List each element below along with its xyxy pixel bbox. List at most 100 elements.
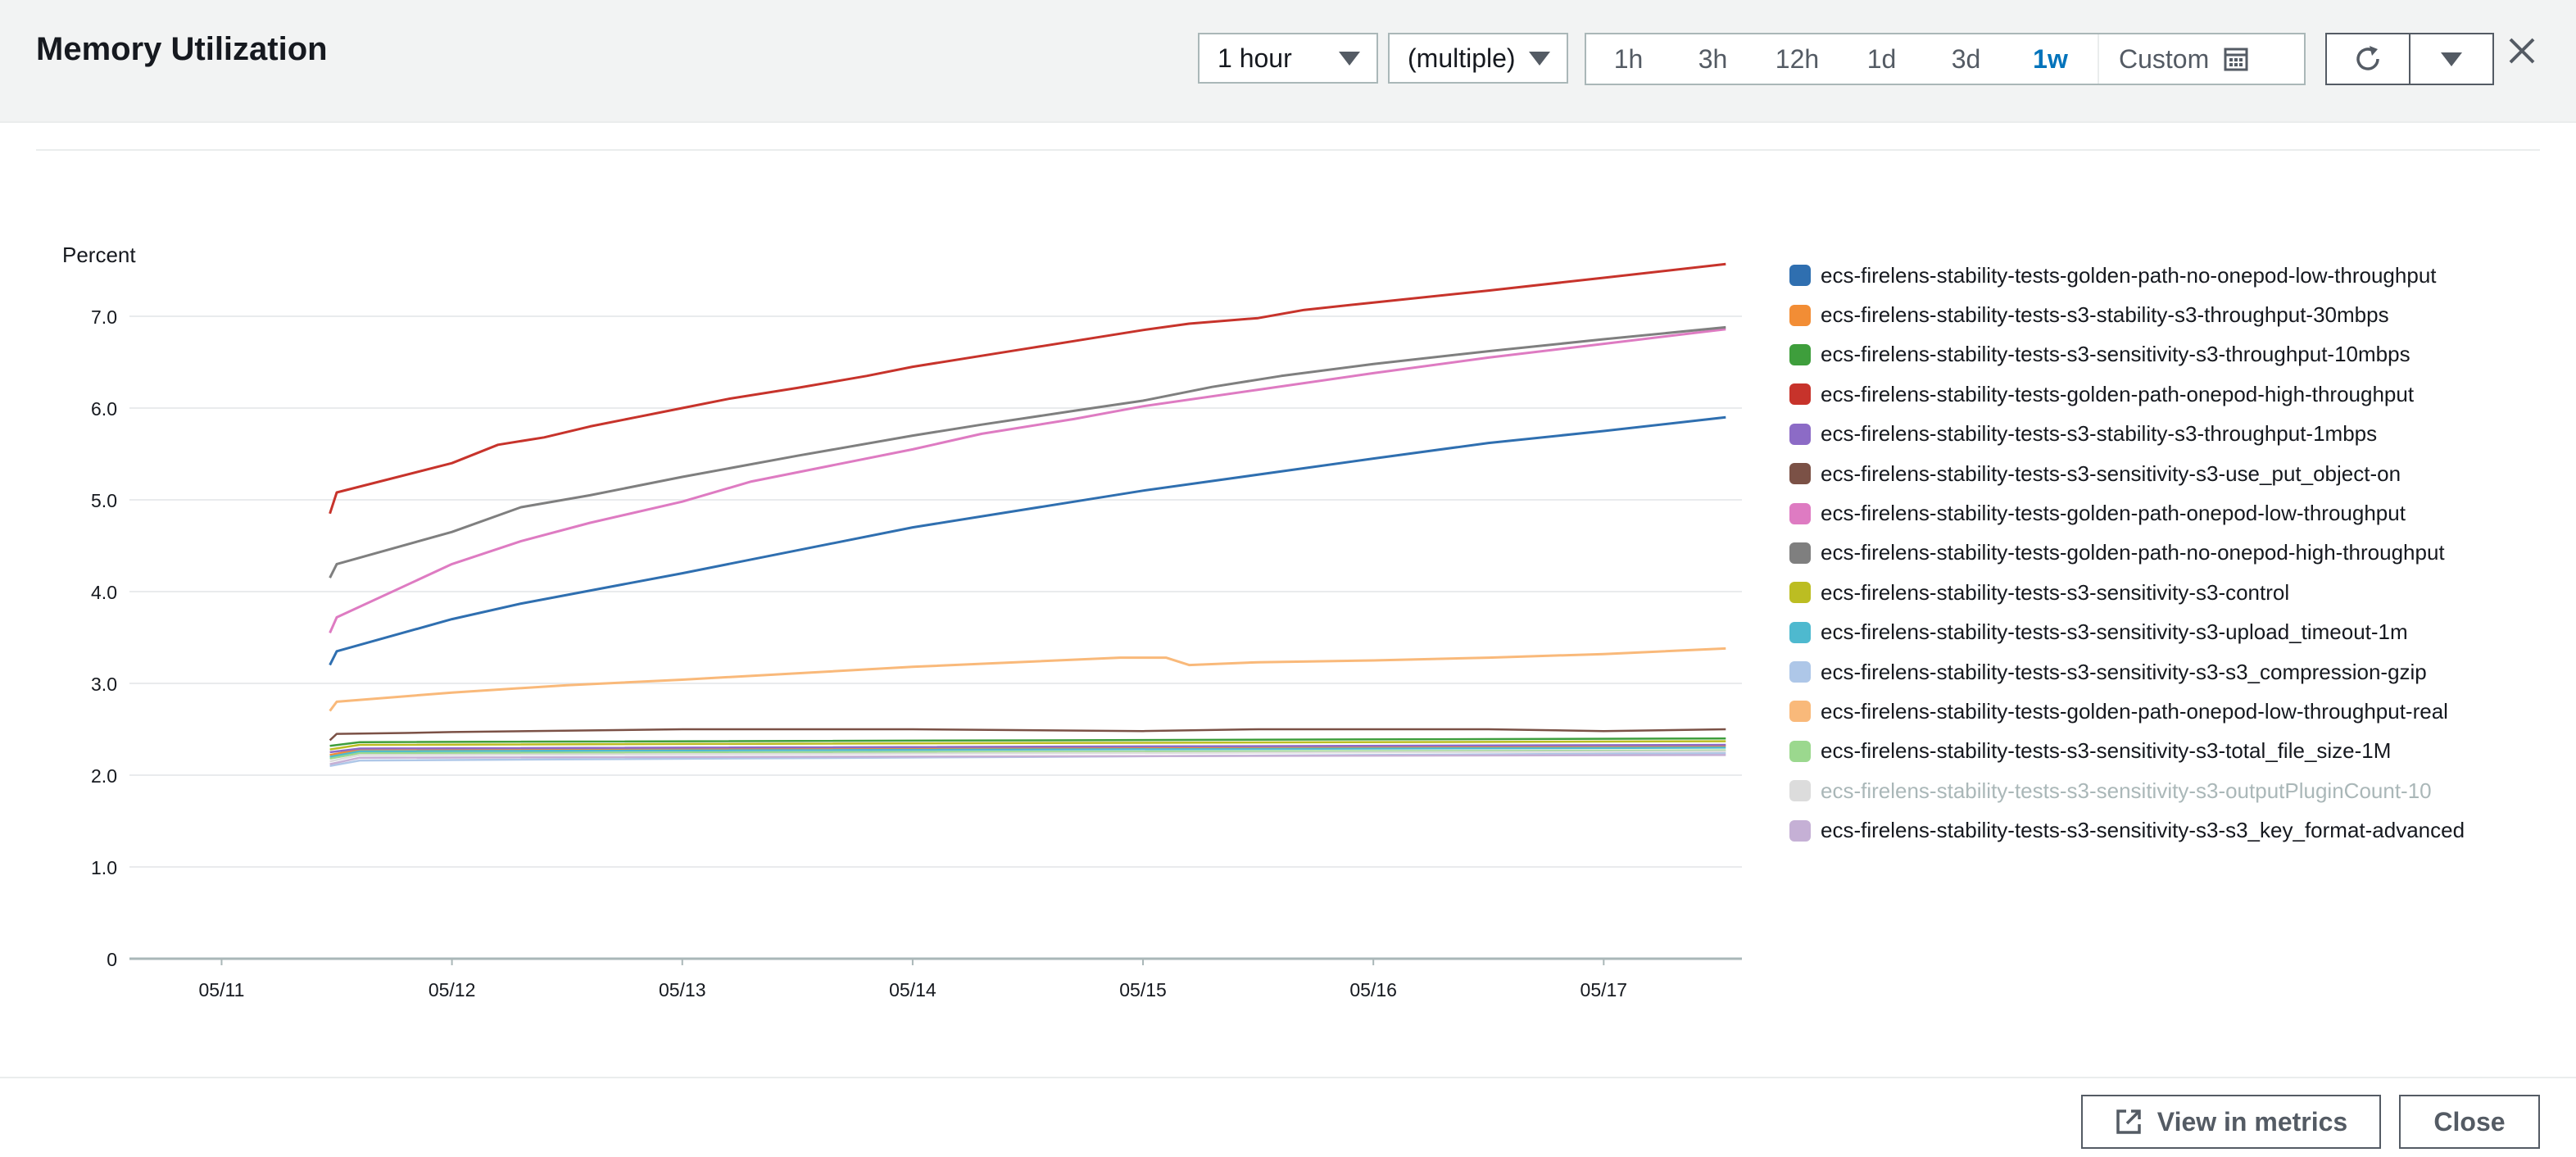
dialog-title: Memory Utilization bbox=[36, 31, 328, 67]
legend-swatch bbox=[1789, 819, 1811, 842]
legend-swatch bbox=[1789, 383, 1811, 406]
legend-label: ecs-firelens-stability-tests-s3-sensitiv… bbox=[1821, 461, 2401, 486]
legend-swatch bbox=[1789, 582, 1811, 604]
legend-label: ecs-firelens-stability-tests-s3-sensitiv… bbox=[1821, 619, 2408, 645]
y-tick-label: 3.0 bbox=[91, 674, 117, 695]
series-line bbox=[329, 262, 1726, 515]
statistic-select[interactable]: (multiple) bbox=[1388, 33, 1568, 84]
custom-range-label: Custom bbox=[2119, 43, 2210, 74]
memory-utilization-chart: Percent 0 1.0 2.0 3.0 4.0 5.0 6.0 7.0 05/11 05/12 0… bbox=[62, 243, 1742, 1000]
y-tick-label: 0 bbox=[107, 949, 117, 970]
caret-down-icon bbox=[1529, 51, 1550, 66]
legend-item[interactable]: ecs-firelens-stability-tests-s3-sensitiv… bbox=[1789, 771, 2465, 810]
series-line bbox=[329, 325, 1726, 578]
x-tick-label: 05/17 bbox=[1581, 979, 1628, 1000]
series-line bbox=[329, 647, 1726, 712]
legend-swatch bbox=[1789, 542, 1811, 564]
legend-label: ecs-firelens-stability-tests-s3-sensitiv… bbox=[1821, 738, 2392, 764]
refresh-options-button[interactable] bbox=[2409, 33, 2494, 85]
refresh-icon bbox=[2356, 46, 2379, 70]
range-1d[interactable]: 1d bbox=[1866, 43, 1897, 74]
legend-swatch bbox=[1789, 304, 1811, 326]
legend-item[interactable]: ecs-firelens-stability-tests-golden-path… bbox=[1789, 533, 2465, 573]
divider bbox=[36, 149, 2540, 151]
statistic-select-value: (multiple) bbox=[1408, 43, 1516, 73]
legend-item[interactable]: ecs-firelens-stability-tests-s3-sensitiv… bbox=[1789, 613, 2465, 652]
period-select-value: 1 hour bbox=[1218, 43, 1292, 73]
legend-label: ecs-firelens-stability-tests-s3-stabilit… bbox=[1821, 302, 2389, 328]
legend-swatch bbox=[1789, 502, 1811, 524]
legend-label: ecs-firelens-stability-tests-s3-sensitiv… bbox=[1821, 579, 2290, 605]
close-icon[interactable] bbox=[2504, 33, 2542, 70]
x-tick-label: 05/15 bbox=[1119, 979, 1167, 1000]
y-tick-label: 6.0 bbox=[91, 398, 117, 420]
x-tick-label: 05/13 bbox=[659, 979, 706, 1000]
legend-item[interactable]: ecs-firelens-stability-tests-golden-path… bbox=[1789, 374, 2465, 414]
series-line bbox=[329, 415, 1726, 666]
legend-item[interactable]: ecs-firelens-stability-tests-s3-stabilit… bbox=[1789, 295, 2465, 334]
x-tick-label: 05/14 bbox=[889, 979, 937, 1000]
legend-item[interactable]: ecs-firelens-stability-tests-s3-sensitiv… bbox=[1789, 573, 2465, 612]
view-in-metrics-button[interactable]: View in metrics bbox=[2081, 1095, 2381, 1149]
legend-item[interactable]: ecs-firelens-stability-tests-golden-path… bbox=[1789, 692, 2465, 731]
dialog-header: Memory Utilization 1 hour (multiple) 1h … bbox=[0, 0, 2576, 123]
legend-label: ecs-firelens-stability-tests-s3-sensitiv… bbox=[1821, 818, 2465, 843]
legend-item[interactable]: ecs-firelens-stability-tests-s3-stabilit… bbox=[1789, 415, 2465, 454]
footer-divider bbox=[0, 1077, 2576, 1078]
series-line bbox=[329, 737, 1726, 747]
legend-label: ecs-firelens-stability-tests-golden-path… bbox=[1821, 262, 2437, 288]
y-axis-label: Percent bbox=[62, 243, 136, 267]
series-line bbox=[329, 754, 1726, 765]
legend-label: ecs-firelens-stability-tests-s3-sensitiv… bbox=[1821, 342, 2410, 367]
calendar-icon bbox=[2224, 48, 2248, 71]
legend-item[interactable]: ecs-firelens-stability-tests-s3-sensitiv… bbox=[1789, 652, 2465, 692]
y-tick-label: 7.0 bbox=[91, 306, 117, 328]
legend-swatch bbox=[1789, 423, 1811, 445]
legend-label: ecs-firelens-stability-tests-golden-path… bbox=[1821, 540, 2445, 565]
range-1h[interactable]: 1h bbox=[1613, 43, 1644, 74]
legend-swatch bbox=[1789, 701, 1811, 723]
legend-item[interactable]: ecs-firelens-stability-tests-s3-sensitiv… bbox=[1789, 335, 2465, 374]
chart-area: Percent 0 1.0 2.0 3.0 4.0 5.0 6.0 7.0 05/11 05/12 0… bbox=[0, 156, 1770, 1028]
series-line bbox=[329, 728, 1726, 742]
y-tick-label: 2.0 bbox=[91, 765, 117, 787]
legend-swatch bbox=[1789, 265, 1811, 287]
x-tick-label: 05/12 bbox=[429, 979, 476, 1000]
series-line bbox=[329, 740, 1726, 751]
custom-range-button[interactable]: Custom bbox=[2098, 34, 2248, 84]
legend-swatch bbox=[1789, 740, 1811, 762]
legend-swatch bbox=[1789, 343, 1811, 365]
range-3d[interactable]: 3d bbox=[1951, 43, 1981, 74]
view-in-metrics-label: View in metrics bbox=[2156, 1106, 2348, 1137]
legend-item[interactable]: ecs-firelens-stability-tests-s3-sensitiv… bbox=[1789, 732, 2465, 771]
x-tick-label: 05/11 bbox=[199, 979, 245, 1000]
legend-label: ecs-firelens-stability-tests-s3-stabilit… bbox=[1821, 421, 2378, 447]
legend-item[interactable]: ecs-firelens-stability-tests-golden-path… bbox=[1789, 493, 2465, 533]
x-tick-label: 05/16 bbox=[1349, 979, 1397, 1000]
y-tick-label: 5.0 bbox=[91, 490, 117, 511]
caret-down-icon bbox=[1339, 51, 1360, 66]
legend-item[interactable]: ecs-firelens-stability-tests-golden-path… bbox=[1789, 256, 2465, 295]
series-line bbox=[329, 328, 1726, 634]
range-1w[interactable]: 1w bbox=[2033, 43, 2068, 74]
legend-item[interactable]: ecs-firelens-stability-tests-s3-sensitiv… bbox=[1789, 810, 2465, 850]
legend-item[interactable]: ecs-firelens-stability-tests-s3-sensitiv… bbox=[1789, 454, 2465, 493]
y-tick-label: 4.0 bbox=[91, 582, 117, 603]
legend-label: ecs-firelens-stability-tests-golden-path… bbox=[1821, 698, 2448, 724]
refresh-button[interactable] bbox=[2325, 33, 2410, 85]
series-line bbox=[329, 743, 1726, 754]
time-range-selector: 1h 3h 12h 1d 3d 1w Custom bbox=[1585, 33, 2306, 85]
range-12h[interactable]: 12h bbox=[1775, 43, 1820, 74]
external-link-icon bbox=[2116, 1109, 2141, 1134]
legend-swatch bbox=[1789, 463, 1811, 485]
y-tick-label: 1.0 bbox=[91, 857, 117, 878]
range-3h[interactable]: 3h bbox=[1698, 43, 1728, 74]
series-line bbox=[329, 749, 1726, 760]
chart-legend: ecs-firelens-stability-tests-golden-path… bbox=[1789, 256, 2465, 851]
caret-down-icon bbox=[2441, 52, 2462, 66]
period-select[interactable]: 1 hour bbox=[1198, 33, 1378, 84]
close-button[interactable]: Close bbox=[2399, 1095, 2540, 1149]
legend-swatch bbox=[1789, 780, 1811, 802]
legend-label: ecs-firelens-stability-tests-s3-sensitiv… bbox=[1821, 778, 2432, 803]
legend-label: ecs-firelens-stability-tests-golden-path… bbox=[1821, 381, 2415, 406]
